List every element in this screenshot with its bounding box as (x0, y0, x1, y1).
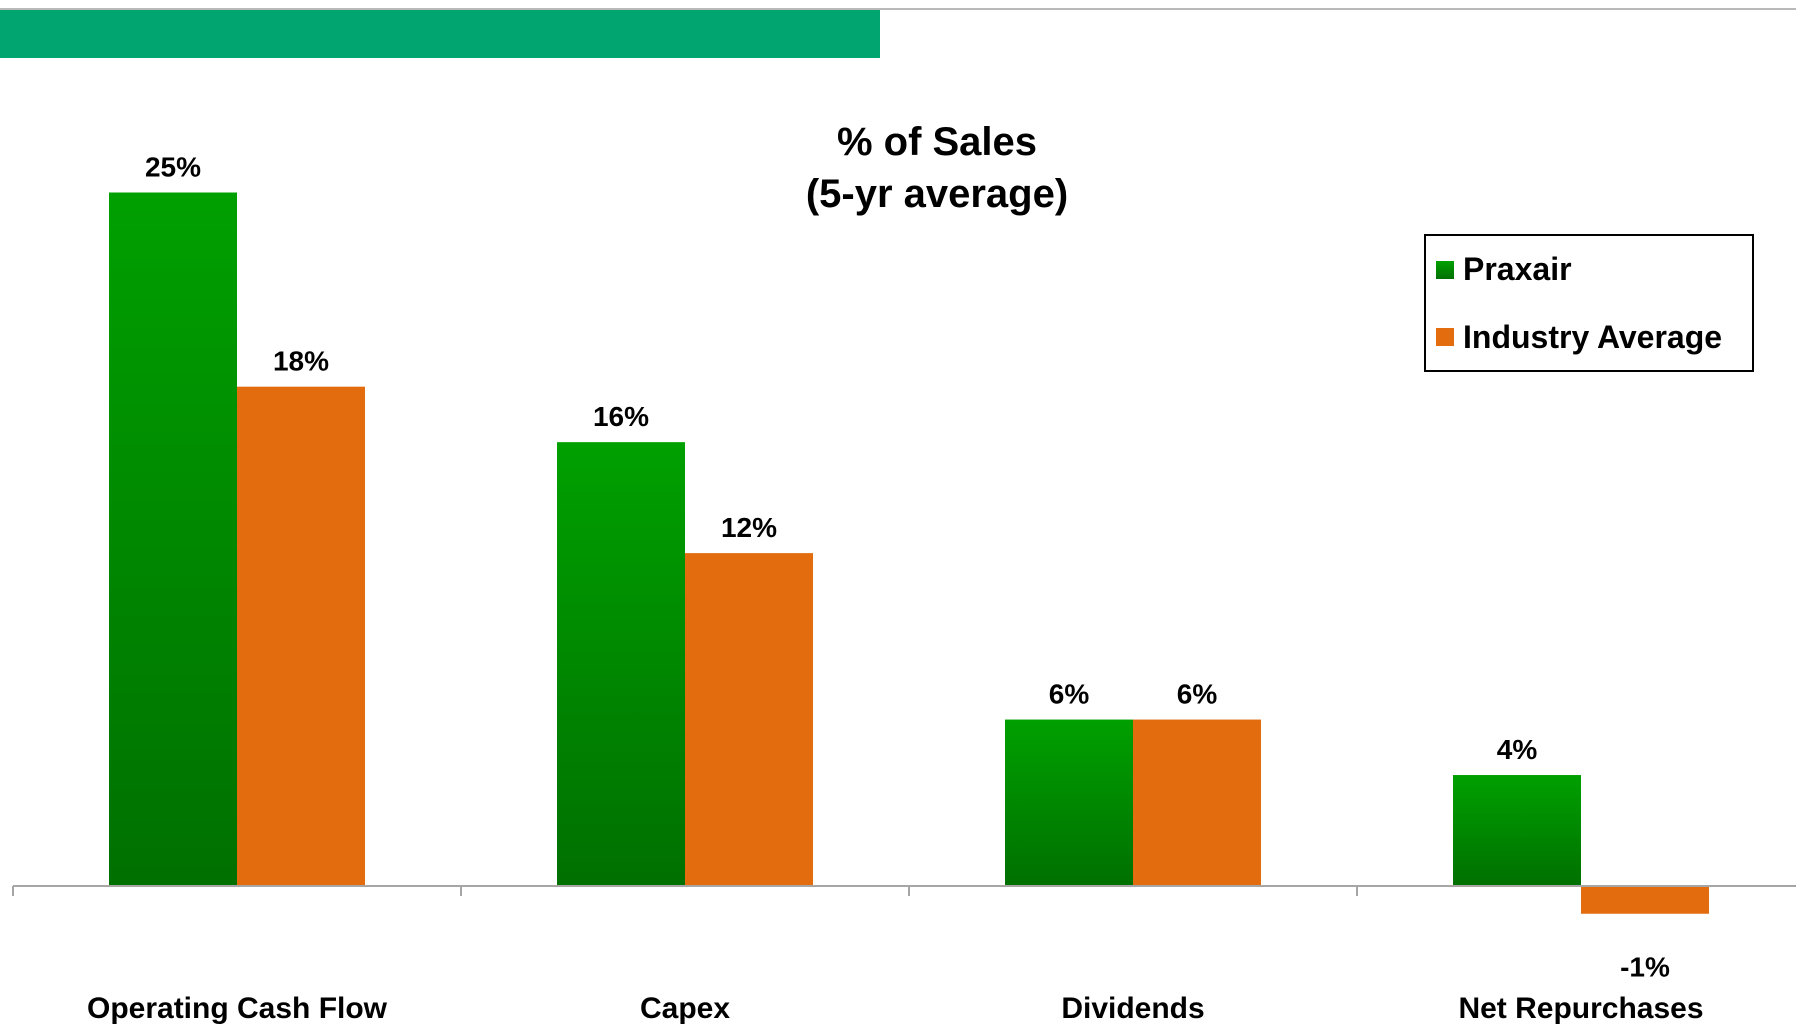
data-label-praxair-dividends: 6% (1049, 679, 1090, 710)
category-label-dividends: Dividends (1061, 992, 1204, 1025)
chart-title-line-1: % of Sales (837, 120, 1037, 164)
legend-label-praxair: Praxair (1463, 251, 1572, 287)
bar-praxair-dividends (1005, 719, 1133, 886)
category-label-net-repurchases: Net Repurchases (1458, 992, 1703, 1025)
top-rule (0, 8, 1796, 10)
legend-box (1424, 234, 1754, 372)
legend: Praxair Industry Average (1424, 234, 1754, 372)
chart-title-line-2: (5-yr average) (806, 172, 1068, 216)
bar-praxair-operating-cash-flow (109, 192, 237, 886)
data-label-industry-average-capex: 12% (721, 512, 777, 543)
x-axis-ticks (12, 886, 1358, 896)
legend-swatch-industry-average (1436, 328, 1454, 346)
legend-swatch-praxair (1436, 261, 1454, 279)
data-label-industry-average-net-repurchases: -1% (1620, 952, 1670, 983)
bars-group (109, 192, 1709, 914)
data-label-industry-average-dividends: 6% (1177, 679, 1218, 710)
category-labels-group: Operating Cash Flow Capex Dividends Net Rep… (87, 992, 1704, 1025)
data-label-industry-average-operating-cash-flow: 18% (273, 346, 329, 377)
data-label-praxair-net-repurchases: 4% (1497, 734, 1538, 765)
header-band (0, 10, 880, 58)
bar-industry-average-operating-cash-flow (237, 386, 365, 886)
data-label-praxair-operating-cash-flow: 25% (145, 152, 201, 183)
x-axis (12, 885, 1796, 896)
bar-industry-average-net-repurchases (1581, 886, 1709, 914)
bar-industry-average-dividends (1133, 719, 1261, 886)
data-labels-group: 25% 18% 16% 12% 6% 6% 4% -1% (145, 152, 1670, 983)
category-label-operating-cash-flow: Operating Cash Flow (87, 992, 388, 1025)
category-label-capex: Capex (640, 992, 730, 1025)
data-label-praxair-capex: 16% (593, 401, 649, 432)
bar-industry-average-capex (685, 553, 813, 886)
legend-label-industry-average: Industry Average (1463, 319, 1722, 355)
bar-praxair-capex (557, 442, 685, 886)
bar-praxair-net-repurchases (1453, 775, 1581, 886)
